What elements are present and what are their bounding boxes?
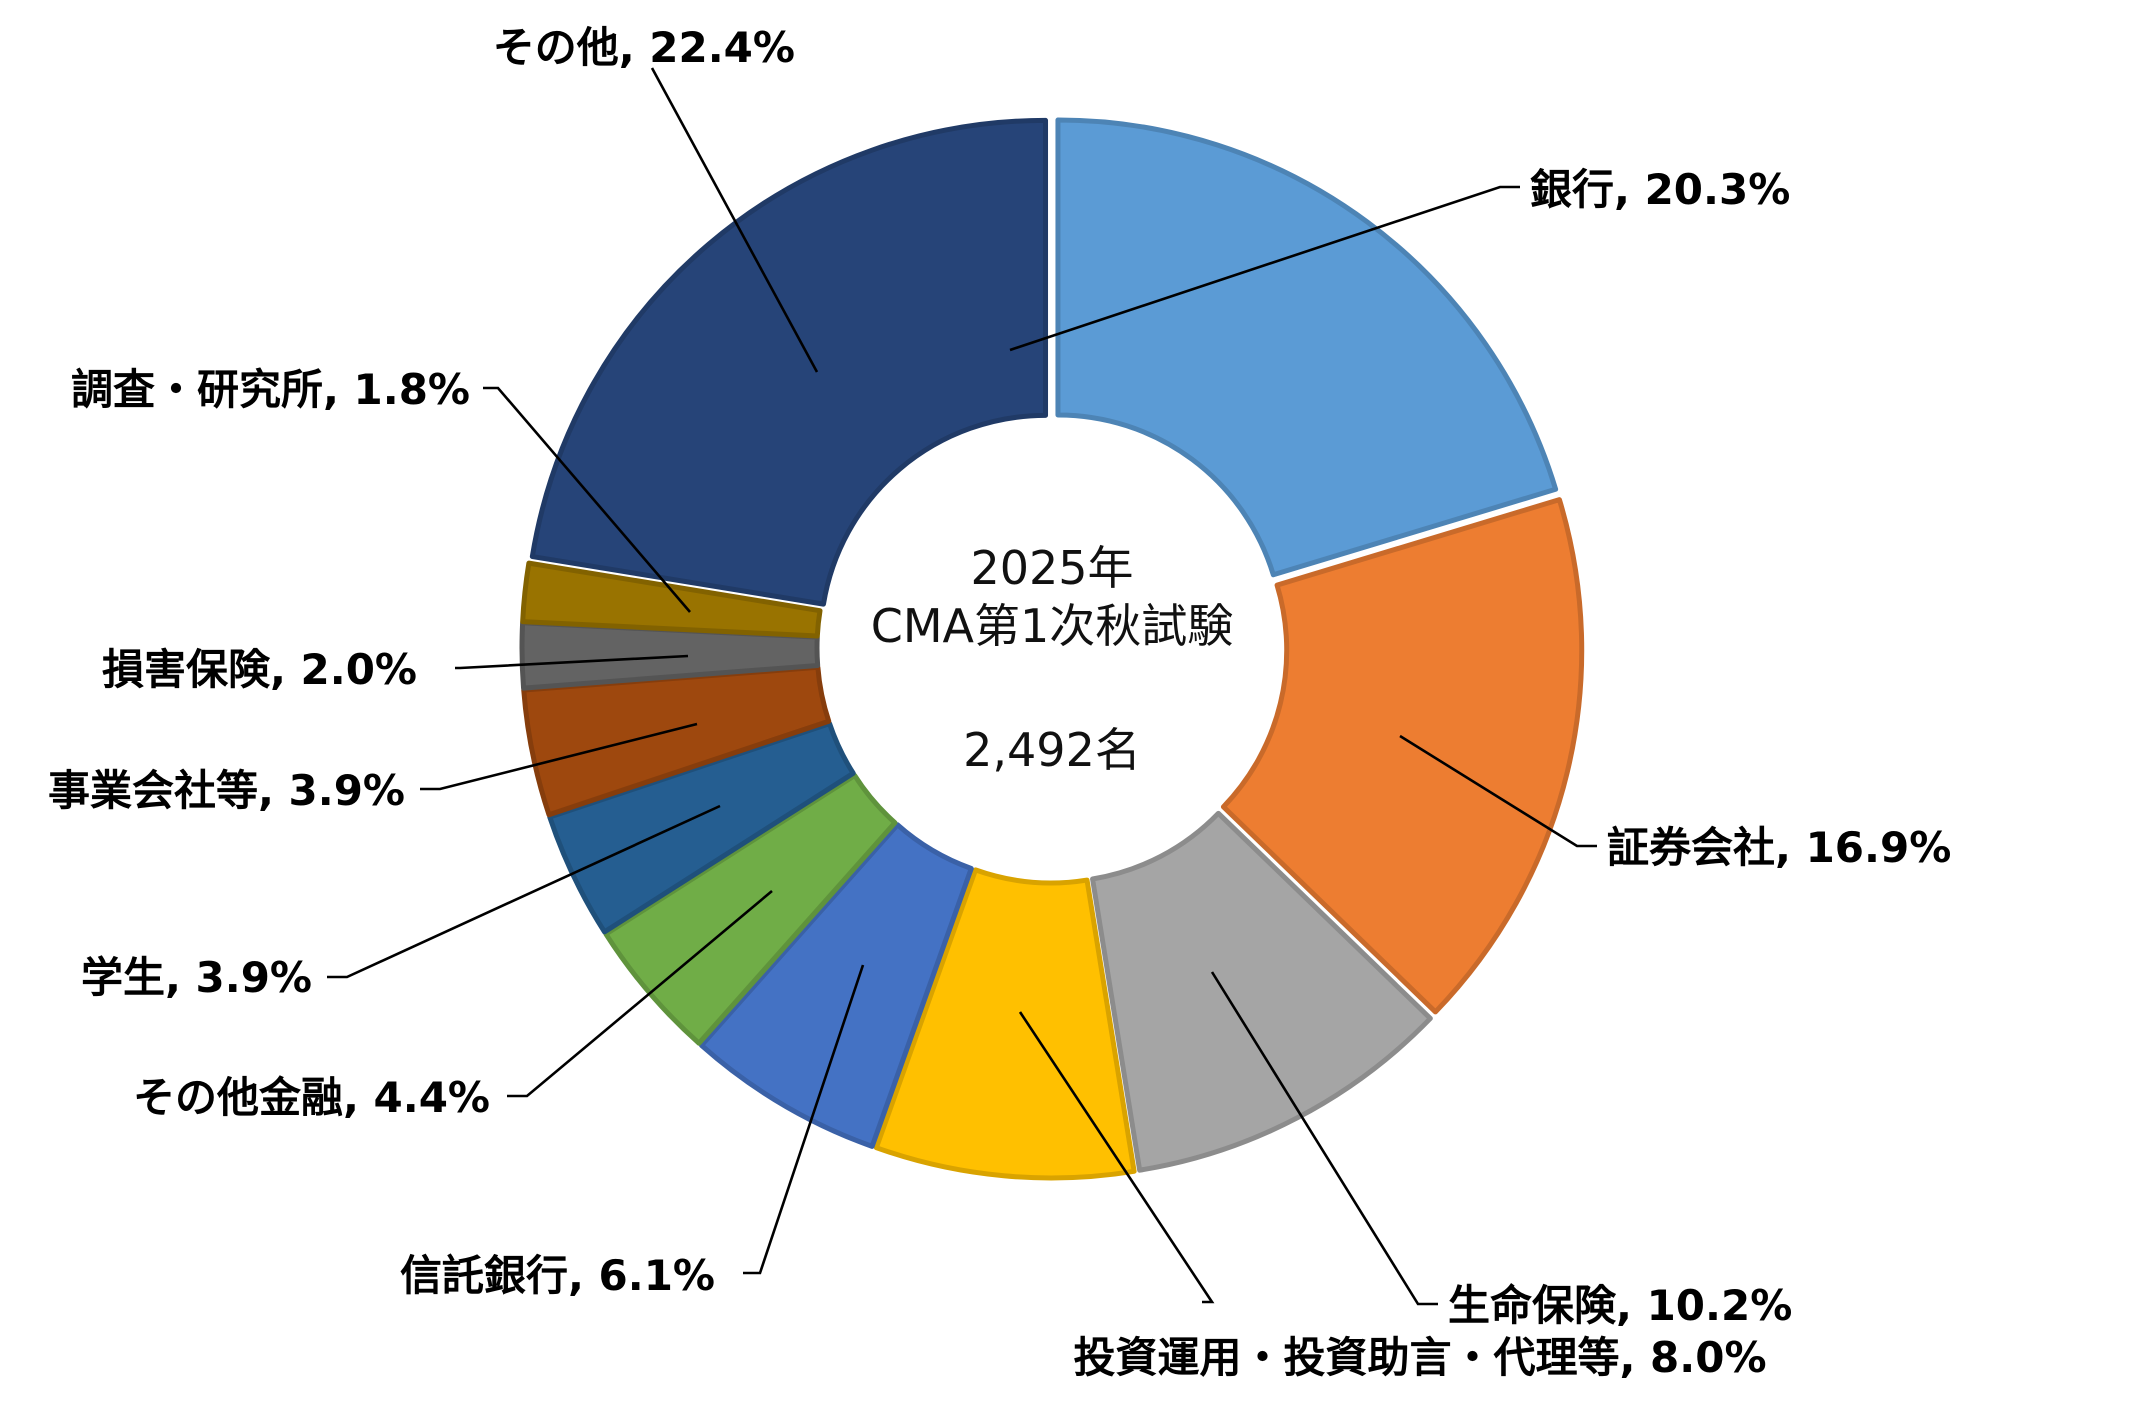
slice-1: [1055, 117, 1559, 578]
leader-line-7: [327, 804, 721, 979]
slice-label-5: 信託銀行, 6.1%: [400, 1251, 715, 1300]
center-title-line1: 2025年: [970, 541, 1133, 595]
leader-line-9: [455, 654, 689, 670]
slice-label-4: 投資運用・投資助言・代理等, 8.0%: [1073, 1333, 1766, 1382]
leader-line-11: [650, 67, 819, 373]
leader-line-2: [1399, 734, 1597, 848]
leader-line-4: [1018, 1011, 1215, 1304]
slice-2: [1220, 497, 1585, 1015]
leader-line-3: [1210, 971, 1438, 1306]
donut-slices: [519, 117, 1585, 1181]
slice-label-1: 銀行, 20.3%: [1530, 165, 1790, 214]
slice-label-8: 事業会社等, 3.9%: [48, 766, 405, 815]
slice-10: [520, 560, 823, 639]
center-title-line2: CMA第1次秋試験: [871, 599, 1234, 653]
leader-line-10: [483, 386, 691, 613]
center-total: 2,492名: [963, 723, 1141, 777]
slice-label-10: 調査・研究所, 1.8%: [71, 365, 470, 414]
slice-3: [1090, 810, 1433, 1173]
leader-lines: [327, 67, 1597, 1306]
slice-4: [873, 867, 1137, 1181]
leader-line-6: [507, 890, 773, 1098]
leader-line-8: [420, 722, 698, 791]
slice-labels: 銀行, 20.3% 証券会社, 16.9% 生命保険, 10.2%投資運用・投資助言…: [48, 23, 1951, 1382]
slice-5: [699, 822, 974, 1149]
slice-label-9: 損害保険, 2.0%: [102, 645, 417, 694]
slice-label-6: その他金融, 4.4%: [133, 1073, 490, 1122]
slice-label-11: その他, 22.4%: [493, 23, 795, 72]
leader-line-5: [743, 964, 865, 1275]
leader-line-1: [1009, 185, 1520, 352]
slice-label-7: 学生, 3.9%: [81, 953, 312, 1002]
slice-label-2: 証券会社, 16.9%: [1607, 823, 1951, 872]
slice-label-3: 生命保険, 10.2%: [1448, 1281, 1792, 1330]
center-label: 2025年 CMA第1次秋試験 2,492名: [871, 541, 1234, 777]
slice-11: [529, 117, 1049, 607]
